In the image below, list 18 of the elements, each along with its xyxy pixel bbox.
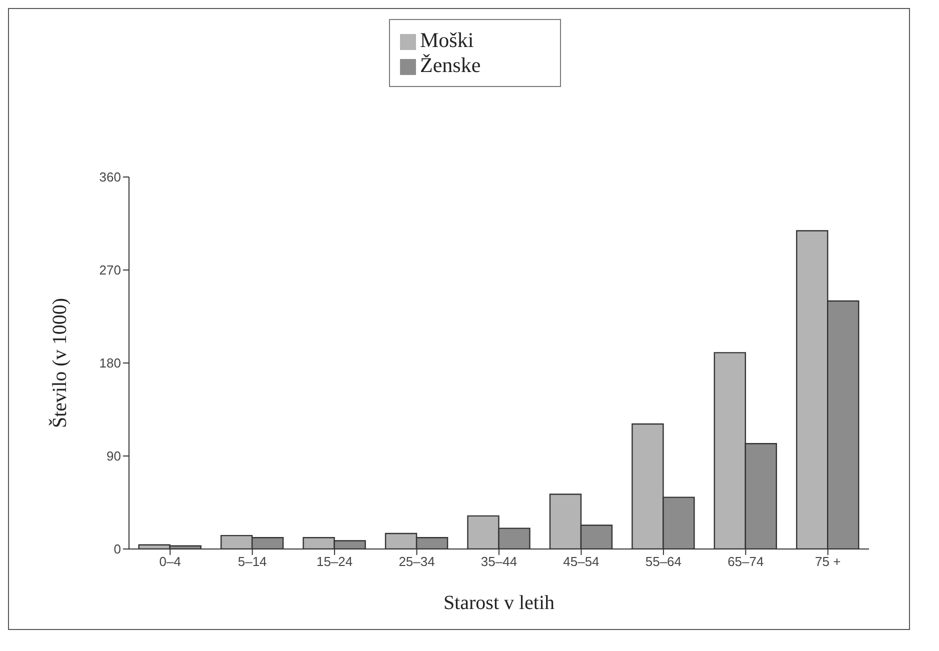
x-tick-label: 45–54 xyxy=(563,554,600,570)
y-axis-title: Število (v 1000) xyxy=(48,298,72,428)
x-tick-label: 0–4 xyxy=(159,554,181,570)
x-tick-label: 65–74 xyxy=(728,554,764,570)
x-tick-label: 55–64 xyxy=(645,554,682,570)
x-tick-label: 75 + xyxy=(815,554,841,570)
x-tick-label: 5–14 xyxy=(238,554,267,570)
y-tick-label: 360 xyxy=(99,170,121,185)
y-tick-label: 0 xyxy=(114,542,121,557)
y-tick-label: 90 xyxy=(106,448,121,464)
x-axis-title: Starost v letih xyxy=(443,592,555,614)
x-tick-label: 15–24 xyxy=(316,554,353,570)
y-tick-label: 180 xyxy=(99,356,121,371)
x-tick-label: 25–34 xyxy=(398,554,435,570)
y-tick-label: 270 xyxy=(99,262,121,278)
legend-label: Moški xyxy=(420,28,474,52)
legend-label: Ženske xyxy=(420,53,481,77)
x-tick-label: 35–44 xyxy=(480,554,518,570)
